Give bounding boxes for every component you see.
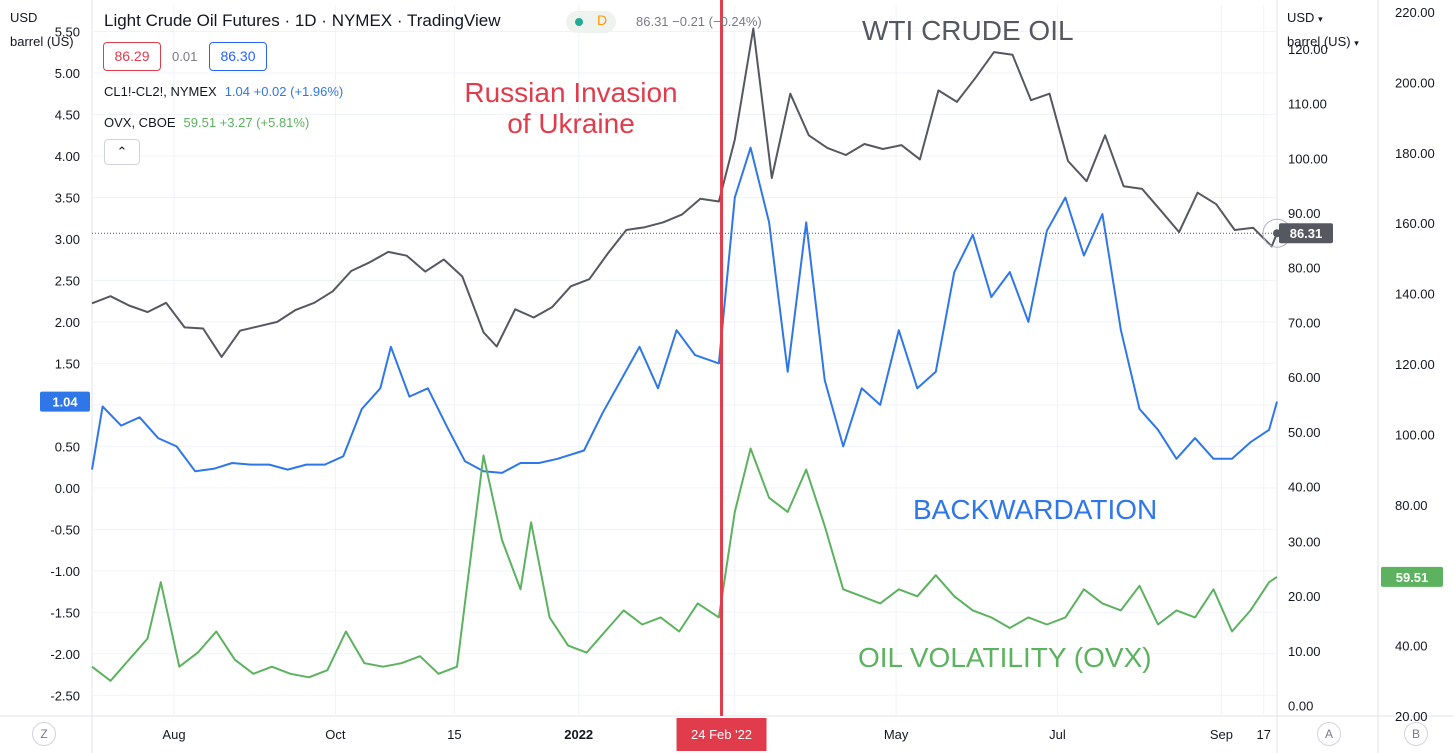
left-axis-tick-label: -1.50 bbox=[50, 605, 80, 620]
invasion-date-label: 24 Feb '22 bbox=[691, 727, 752, 742]
left-axis-tick-label: -1.00 bbox=[50, 564, 80, 579]
left-axis-tick-label: 5.50 bbox=[55, 25, 80, 40]
second-right-axis-tick-label: 40.00 bbox=[1395, 639, 1428, 654]
annotation-backwardation: BACKWARDATION bbox=[913, 494, 1158, 525]
chart-title: Light Crude Oil Futures · 1D · NYMEX · T… bbox=[104, 11, 501, 30]
backwardation-last-price-label: 1.04 bbox=[52, 395, 78, 410]
legend-name: CL1!-CL2!, NYMEX bbox=[104, 84, 217, 99]
market-open-dot bbox=[575, 18, 583, 26]
market-status-pill[interactable] bbox=[566, 11, 616, 33]
right-axis-tick-label: 50.00 bbox=[1288, 425, 1321, 440]
legend-row-backwardation[interactable]: CL1!-CL2!, NYMEX 1.04 +0.02 (+1.96%) bbox=[104, 84, 343, 99]
time-axis-tick-label: 15 bbox=[447, 727, 461, 742]
annotation-ovx: OIL VOLATILITY (OVX) bbox=[858, 642, 1152, 673]
right-axis-unit-measure[interactable]: barrel (US) ▾ bbox=[1287, 34, 1359, 49]
time-axis-tick-label: Jul bbox=[1049, 727, 1066, 742]
spread-value: 0.01 bbox=[172, 49, 198, 64]
left-axis-tick-label: 2.00 bbox=[55, 315, 80, 330]
left-axis-unit-currency[interactable]: USD bbox=[10, 10, 38, 25]
left-axis-tick-label: 4.50 bbox=[55, 108, 80, 123]
invasion-date-label-bg bbox=[676, 718, 767, 751]
right-axis-tick-label: 20.00 bbox=[1288, 589, 1321, 604]
chevron-down-icon: ▾ bbox=[1354, 38, 1359, 48]
second-right-axis-tick-label: 180.00 bbox=[1395, 146, 1435, 161]
wti-last-price-label-bg bbox=[1279, 223, 1333, 244]
left-axis-tick-label: -0.50 bbox=[50, 522, 80, 537]
left-axis-tick-label: 0.00 bbox=[55, 481, 80, 496]
right-axis-tick-label: 10.00 bbox=[1288, 644, 1321, 659]
second-right-axis-tick-label: 140.00 bbox=[1395, 287, 1435, 302]
backwardation-last-price-label-bg bbox=[40, 391, 90, 412]
annotation-invasion-line2: of Ukraine bbox=[507, 108, 635, 139]
ovx-last-price-label: 59.51 bbox=[1396, 570, 1429, 585]
time-axis-tick-label: Sep bbox=[1210, 727, 1233, 742]
series-line-backwardation bbox=[91, 146, 1278, 474]
legend-value: 59.51 +3.27 (+5.81%) bbox=[183, 115, 310, 130]
right-axis-tick-label: 100.00 bbox=[1288, 151, 1328, 166]
annotation-wti: WTI CRUDE OIL bbox=[862, 15, 1074, 46]
wti-last-price-label: 86.31 bbox=[1290, 226, 1323, 241]
time-axis-tick-label: Oct bbox=[325, 727, 346, 742]
time-axis-tick-label: Aug bbox=[162, 727, 185, 742]
right-axis-tick-label: 110.00 bbox=[1288, 97, 1327, 112]
series-line-ovx bbox=[91, 447, 1278, 682]
second-right-axis-tick-label: 200.00 bbox=[1395, 75, 1435, 90]
second-right-axis-tick-label: 160.00 bbox=[1395, 216, 1435, 231]
scale-b-button[interactable]: B bbox=[1404, 722, 1428, 746]
left-axis-tick-label: -2.50 bbox=[50, 688, 80, 703]
right-axis-tick-label: 90.00 bbox=[1288, 206, 1321, 221]
time-axis-tick-label: 2022 bbox=[564, 727, 593, 742]
right-axis-tick-label: 70.00 bbox=[1288, 315, 1321, 330]
auto-scale-button[interactable]: A bbox=[1317, 722, 1341, 746]
sell-price-button[interactable]: 86.29 bbox=[103, 42, 161, 71]
second-right-axis-tick-label: 20.00 bbox=[1395, 709, 1428, 724]
left-axis-tick-label: 0.50 bbox=[55, 439, 80, 454]
annotation-invasion-line1: Russian Invasion bbox=[464, 77, 678, 108]
second-right-axis-tick-label: 120.00 bbox=[1395, 357, 1435, 372]
right-axis-tick-label: 0.00 bbox=[1288, 699, 1313, 714]
ovx-last-price-label-bg bbox=[1381, 566, 1443, 587]
delayed-data-badge[interactable]: D bbox=[597, 12, 608, 28]
second-right-axis-tick-label: 80.00 bbox=[1395, 498, 1428, 513]
left-axis-tick-label: 2.50 bbox=[55, 273, 80, 288]
series-line-wti bbox=[91, 27, 1278, 358]
right-axis-tick-label: 30.00 bbox=[1288, 534, 1321, 549]
legend-row-ovx[interactable]: OVX, CBOE 59.51 +3.27 (+5.81%) bbox=[104, 115, 309, 130]
second-right-axis-tick-label: 220.00 bbox=[1395, 5, 1435, 20]
right-axis-tick-label: 60.00 bbox=[1288, 370, 1321, 385]
left-axis-tick-label: 5.00 bbox=[55, 66, 80, 81]
second-right-axis-tick-label: 100.00 bbox=[1395, 427, 1435, 442]
left-axis-tick-label: 3.50 bbox=[55, 190, 80, 205]
zoom-z-button[interactable]: Z bbox=[32, 722, 56, 746]
right-axis-unit-currency[interactable]: USD ▾ bbox=[1287, 10, 1323, 25]
time-axis-tick-label: 17 bbox=[1257, 727, 1271, 742]
left-axis-tick-label: -2.00 bbox=[50, 647, 80, 662]
chevron-down-icon: ▾ bbox=[1318, 14, 1323, 24]
time-axis-tick-label: May bbox=[884, 727, 909, 742]
left-axis-tick-label: 3.00 bbox=[55, 232, 80, 247]
buy-price-button[interactable]: 86.30 bbox=[209, 42, 267, 71]
legend-collapse-button[interactable]: ⌃ bbox=[104, 139, 140, 165]
left-axis-tick-label: 4.00 bbox=[55, 149, 80, 164]
left-axis-unit-measure[interactable]: barrel (US) bbox=[10, 34, 74, 49]
right-axis-tick-label: 40.00 bbox=[1288, 480, 1321, 495]
header-quote: 86.31 −0.21 (−0.24%) bbox=[636, 14, 762, 29]
legend-name: OVX, CBOE bbox=[104, 115, 176, 130]
chevron-up-icon: ⌃ bbox=[116, 144, 128, 159]
left-axis-tick-label: 1.50 bbox=[55, 356, 80, 371]
right-axis-tick-label: 80.00 bbox=[1288, 261, 1321, 276]
legend-value: 1.04 +0.02 (+1.96%) bbox=[224, 84, 344, 99]
right-axis-tick-label: 120.00 bbox=[1288, 42, 1328, 57]
